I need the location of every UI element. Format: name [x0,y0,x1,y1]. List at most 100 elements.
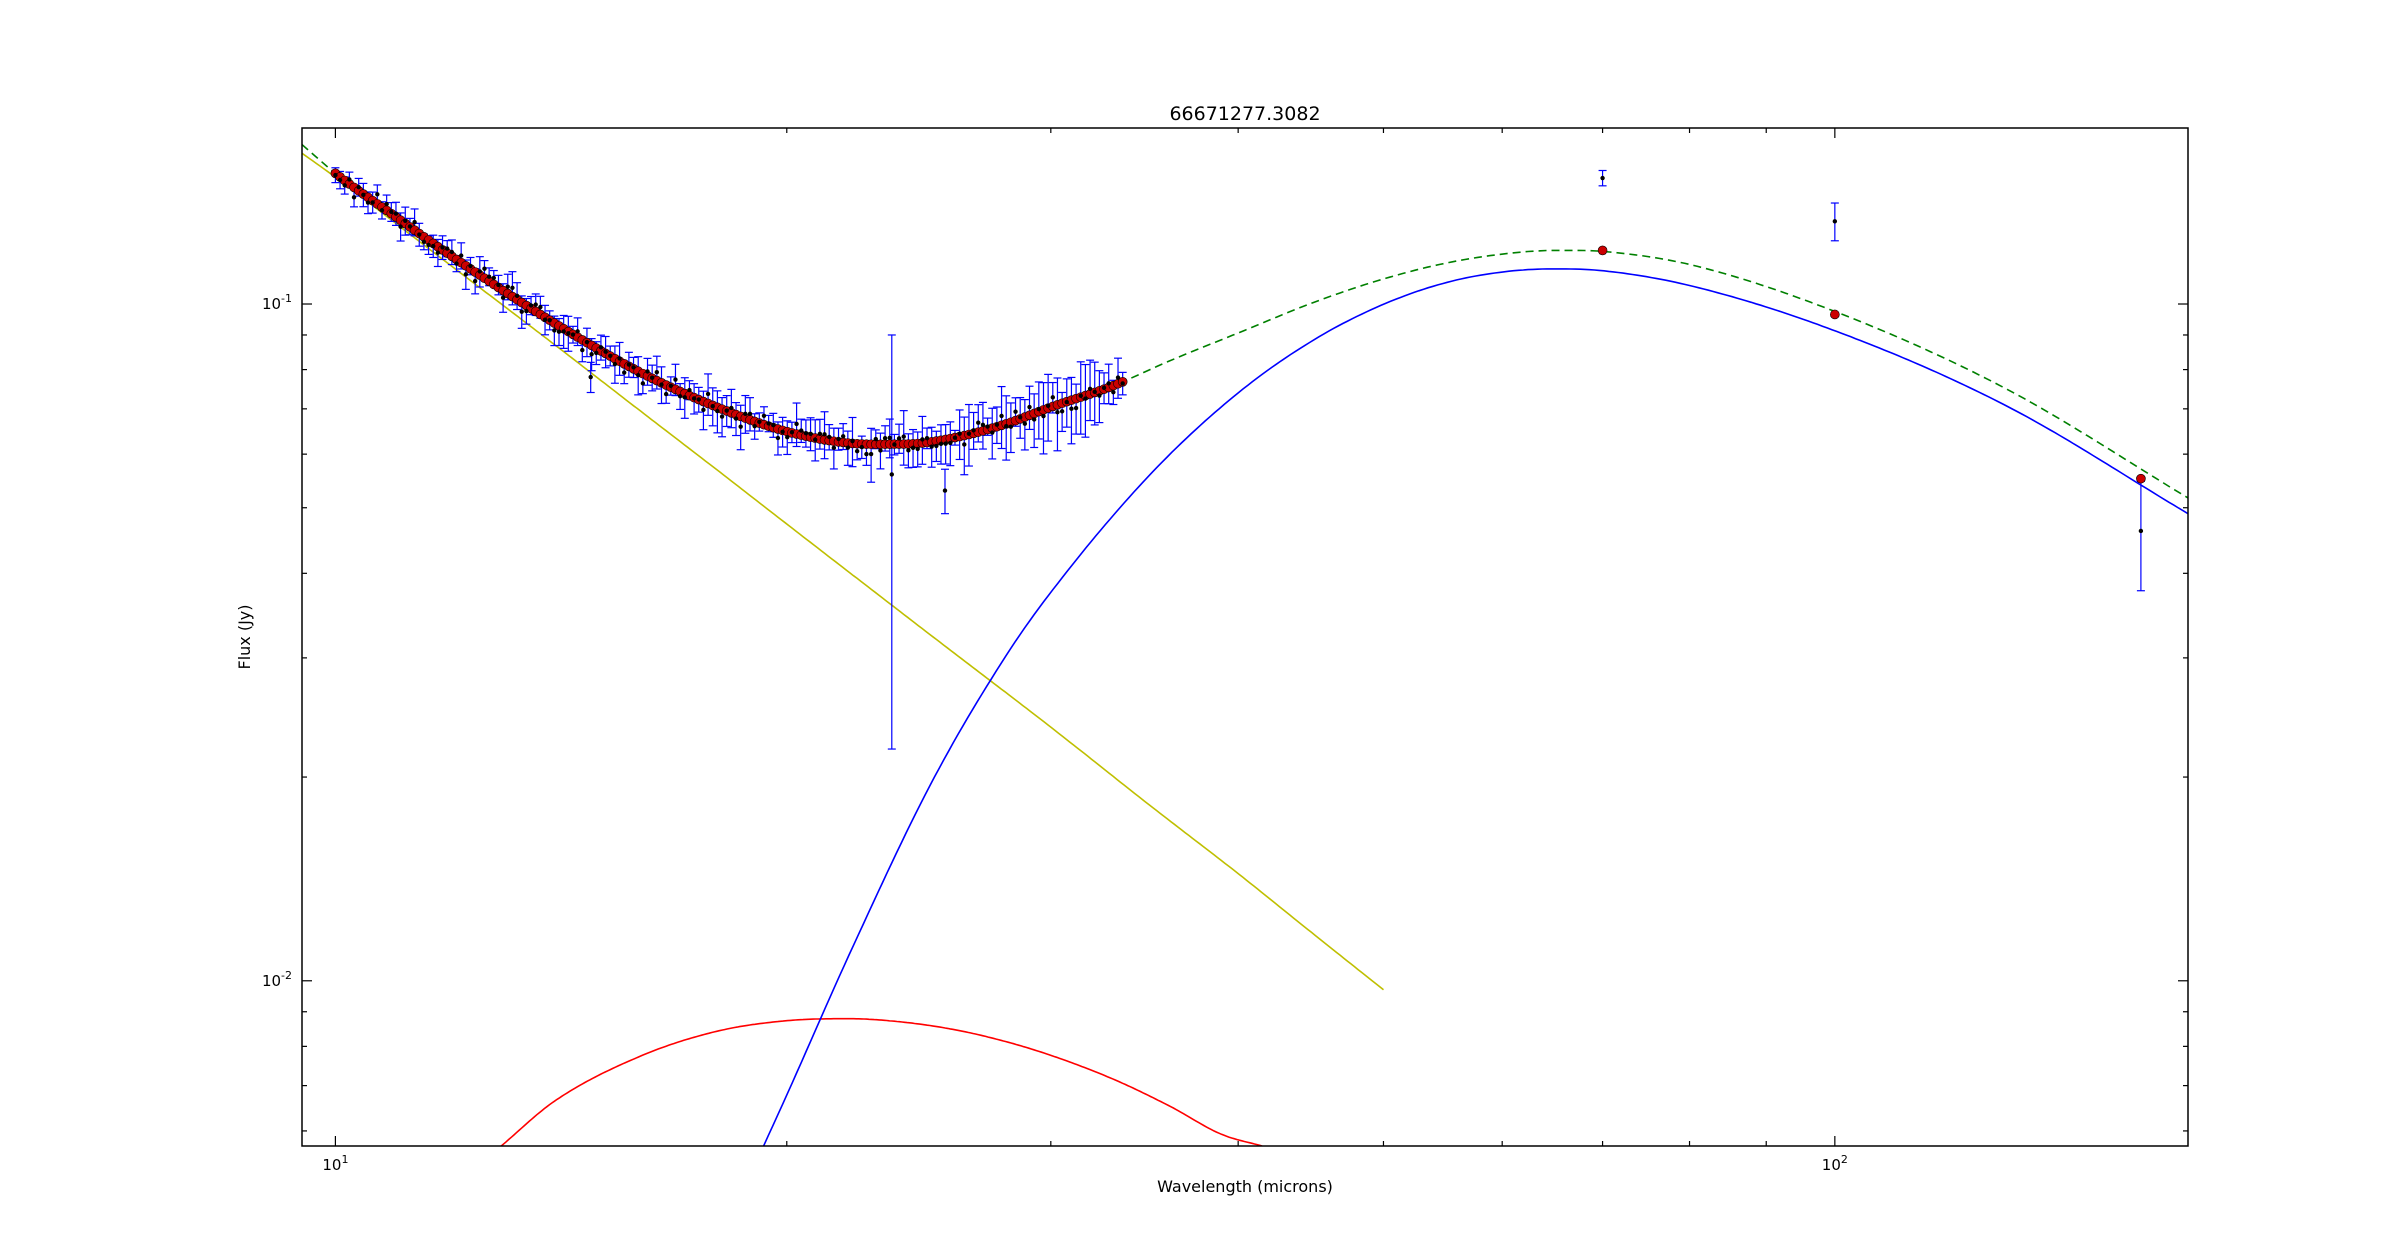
data-point [468,263,473,269]
data-point [1106,381,1111,386]
data-point [361,192,366,198]
data-point [743,411,748,417]
data-point [1087,386,1093,392]
model-point [2136,473,2146,484]
data-point [538,304,543,310]
data-point [663,391,669,397]
data-point [948,440,953,446]
data-point [1078,393,1083,398]
data-point [566,331,571,336]
data-point [440,245,445,250]
data-point [719,414,725,419]
data-point [393,211,399,216]
data-point [831,445,837,451]
model-component-curve-3 [762,268,2188,1146]
data-point [854,448,860,454]
data-point [836,436,841,442]
data-point [356,184,361,190]
data-point [985,424,990,429]
model-point [1830,309,1840,320]
data-point [389,209,394,215]
data-point [347,177,352,182]
data-point [524,308,529,314]
data-point [445,246,450,251]
data-point [486,274,492,279]
model-component-curve-1 [302,152,1384,991]
data-point [426,242,431,248]
data-point [412,219,417,225]
data-point [2138,528,2144,534]
data-point [333,172,338,178]
data-point [971,428,976,433]
data-point [803,430,809,436]
data-point [645,369,650,374]
data-point [482,266,487,271]
chart-title: 66671277.3082 [1169,103,1320,125]
data-point [1031,417,1037,422]
data-point [421,239,427,245]
data-point [929,444,934,449]
data-point [1600,175,1605,181]
data-point [580,347,585,353]
data-point [696,397,701,402]
data-point [622,370,627,375]
data-point [631,365,636,370]
data-point [1017,415,1023,420]
data-point [617,356,622,361]
data-point [491,275,496,281]
data-point [1073,405,1079,411]
data-point [892,442,897,447]
data-point [817,431,823,437]
data-point [878,448,883,453]
data-point [635,372,641,378]
data-point [887,435,892,440]
y-tick-label: 10-1 [262,292,292,313]
data-point [687,387,692,393]
data-point [1120,381,1125,386]
data-point [757,419,762,425]
data-point [398,224,403,229]
data-point [766,421,771,426]
data-point [962,442,967,447]
data-point [1069,406,1074,411]
data-point [1013,409,1018,414]
data-point [365,200,371,205]
data-point [957,431,962,436]
data-point [924,435,930,441]
data-point [528,303,534,308]
data-point [370,200,375,205]
data-point [556,329,562,334]
data-point [351,195,357,200]
data-point [1832,219,1838,224]
data-point [813,437,818,442]
data-point [942,488,948,493]
data-point [342,183,347,188]
data-point [654,369,660,375]
data-point [1059,409,1065,414]
data-point [575,329,580,334]
data-point [1041,413,1046,419]
data-point [454,261,459,266]
data-point [710,404,715,409]
data-point [705,391,711,397]
data-point [920,437,925,442]
data-point [407,224,413,229]
data-point [976,420,981,425]
data-point [561,329,566,334]
data-point [868,451,874,457]
data-point [771,422,776,428]
data-point [379,208,385,213]
data-point [500,295,506,300]
data-point [826,434,832,440]
data-point [938,441,944,446]
data-point [873,436,878,442]
data-point [608,353,613,359]
model-point [1597,245,1608,256]
data-point [1092,389,1097,395]
data-point [1083,396,1088,401]
data-point [417,232,422,237]
data-point [1064,399,1069,405]
y-tick-label: 10-2 [262,969,292,990]
data-point [822,432,827,437]
